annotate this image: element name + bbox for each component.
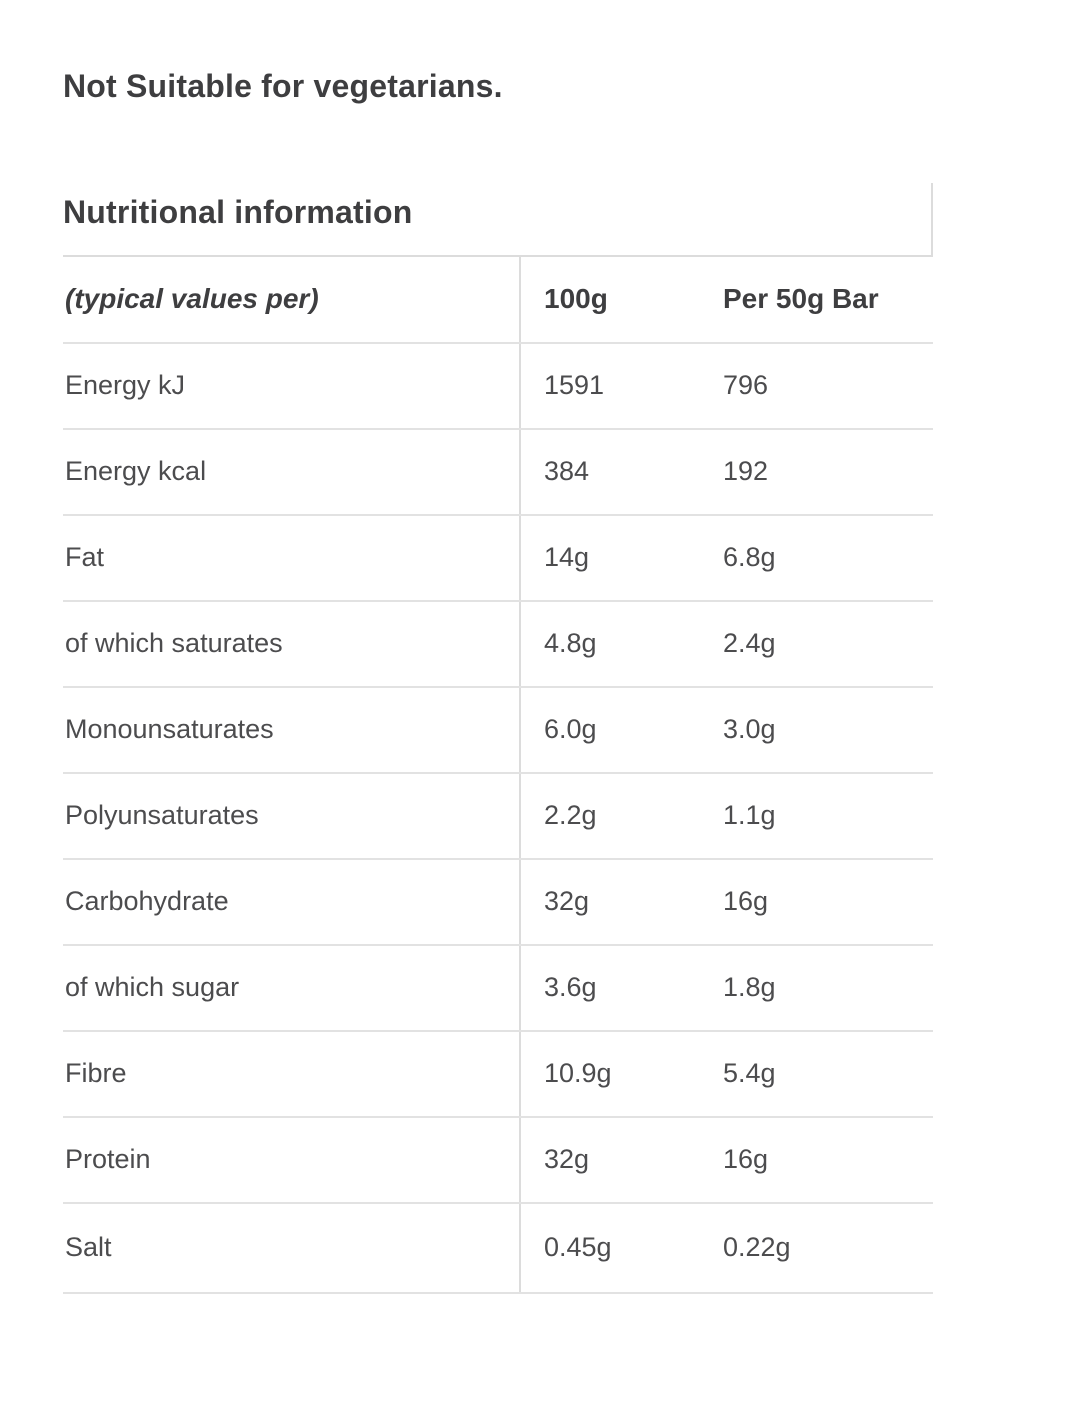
table-row: Salt 0.45g 0.22g — [63, 1202, 933, 1294]
value-per-100g: 10.9g — [520, 1030, 700, 1118]
table-row: Monounsaturates 6.0g 3.0g — [63, 686, 933, 774]
table-row: Fibre 10.9g 5.4g — [63, 1030, 933, 1118]
nutrition-section: Nutritional information (typical values … — [63, 182, 933, 1294]
table-row: Polyunsaturates 2.2g 1.1g — [63, 772, 933, 860]
table-body: Energy kJ 1591 796 Energy kcal 384 192 F… — [63, 342, 933, 1294]
section-title: Nutritional information — [63, 193, 413, 230]
value-per-100g: 4.8g — [520, 600, 700, 688]
value-per-100g: 32g — [520, 1116, 700, 1204]
row-label: Salt — [63, 1202, 521, 1294]
value-per-100g: 1591 — [520, 342, 700, 430]
table-row: of which saturates 4.8g 2.4g — [63, 600, 933, 688]
value-per-100g: 6.0g — [520, 686, 700, 774]
value-per-50g-bar: 3.0g — [700, 686, 933, 774]
value-per-50g-bar: 2.4g — [700, 600, 933, 688]
value-per-50g-bar: 1.8g — [700, 944, 933, 1032]
table-row: Energy kcal 384 192 — [63, 428, 933, 516]
table-row: Energy kJ 1591 796 — [63, 342, 933, 430]
suitability-notice: Not Suitable for vegetarians. — [63, 68, 503, 104]
row-label: Polyunsaturates — [63, 772, 521, 860]
table-row: of which sugar 3.6g 1.8g — [63, 944, 933, 1032]
value-per-50g-bar: 16g — [700, 858, 933, 946]
value-per-50g-bar: 16g — [700, 1116, 933, 1204]
value-per-100g: 384 — [520, 428, 700, 516]
value-per-100g: 0.45g — [520, 1202, 700, 1294]
value-per-50g-bar: 1.1g — [700, 772, 933, 860]
row-label: Protein — [63, 1116, 521, 1204]
value-per-100g: 3.6g — [520, 944, 700, 1032]
value-per-50g-bar: 5.4g — [700, 1030, 933, 1118]
nutrition-table: (typical values per) 100g Per 50g Bar En… — [63, 256, 933, 1294]
table-header-row: (typical values per) 100g Per 50g Bar — [63, 256, 933, 344]
row-label: Carbohydrate — [63, 858, 521, 946]
row-label: Energy kcal — [63, 428, 521, 516]
value-per-50g-bar: 0.22g — [700, 1202, 933, 1294]
row-label: Energy kJ — [63, 342, 521, 430]
header-per-100g: 100g — [520, 256, 700, 344]
row-label: Fat — [63, 514, 521, 602]
row-label: of which saturates — [63, 600, 521, 688]
header-per-50g-bar: Per 50g Bar — [700, 256, 933, 344]
table-row: Protein 32g 16g — [63, 1116, 933, 1204]
table-row: Carbohydrate 32g 16g — [63, 858, 933, 946]
value-per-100g: 14g — [520, 514, 700, 602]
value-per-50g-bar: 192 — [700, 428, 933, 516]
table-row: Fat 14g 6.8g — [63, 514, 933, 602]
section-caption: Nutritional information — [63, 182, 933, 257]
row-label: of which sugar — [63, 944, 521, 1032]
table-header: (typical values per) 100g Per 50g Bar — [63, 256, 933, 344]
value-per-50g-bar: 6.8g — [700, 514, 933, 602]
row-label: Monounsaturates — [63, 686, 521, 774]
value-per-50g-bar: 796 — [700, 342, 933, 430]
row-label: Fibre — [63, 1030, 521, 1118]
header-typical-values: (typical values per) — [63, 256, 521, 344]
value-per-100g: 32g — [520, 858, 700, 946]
value-per-100g: 2.2g — [520, 772, 700, 860]
